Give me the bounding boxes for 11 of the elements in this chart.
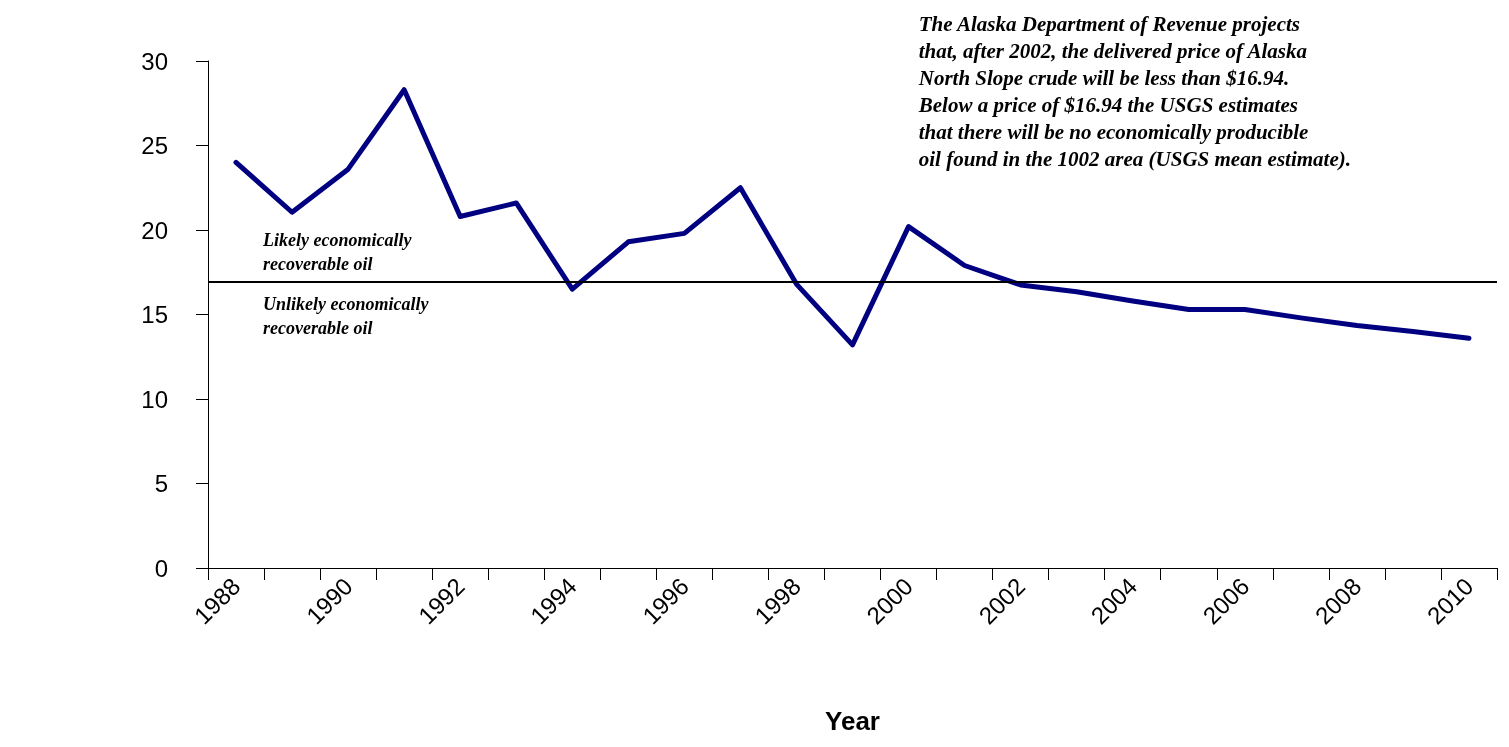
y-tick-label: 10 bbox=[141, 385, 168, 413]
x-axis-title: Year bbox=[825, 706, 880, 736]
annotation: Likely economically recoverable oil bbox=[262, 229, 413, 274]
y-tick-label: 30 bbox=[141, 47, 168, 75]
annotation: Unlikely economically recoverable oil bbox=[263, 293, 430, 338]
y-tick-label: 0 bbox=[154, 554, 168, 582]
y-tick-label: 5 bbox=[154, 470, 168, 497]
annotation: The Alaska Department of Revenue projects that, after 2002, the delivered price of Alaska North Slope crude will be less than $16.94. Below a price of $16.94 the USGS estimates that there will be no economically producible oil found in the 1002 area (USGS mean estimate). bbox=[917, 11, 1352, 171]
y-tick-label: 25 bbox=[141, 132, 168, 159]
y-tick-label: 15 bbox=[141, 301, 168, 328]
y-tick-label: 20 bbox=[141, 216, 168, 244]
